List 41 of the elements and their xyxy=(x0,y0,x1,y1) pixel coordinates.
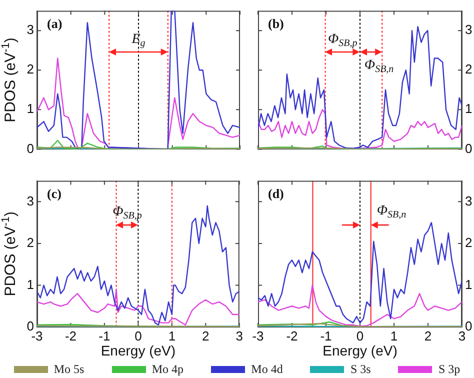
x-tick-label: 2 xyxy=(202,328,210,344)
annotation: (c) xyxy=(47,186,62,202)
x-tick-label: 1 xyxy=(168,328,176,344)
y-tick-label: 3 xyxy=(26,193,34,208)
x-tick-label: 0 xyxy=(356,328,364,344)
x-tick-label: -1 xyxy=(98,328,110,344)
y-tick-label: 2 xyxy=(465,235,472,250)
y-tick-label: 0 xyxy=(465,140,472,156)
y-tick-label: 1 xyxy=(26,101,34,116)
y-tick-label: 0 xyxy=(26,318,34,334)
y-tick-label: 2 xyxy=(26,235,34,250)
annotation: (d) xyxy=(268,186,284,202)
y-tick-label: 3 xyxy=(465,193,472,208)
y-tick-label: 1 xyxy=(465,276,472,292)
x-tick-label: 0 xyxy=(134,328,142,344)
legend-label: Mo 4d xyxy=(251,362,283,377)
x-tick-label: -2 xyxy=(64,328,77,344)
y-tick-label: 2 xyxy=(465,62,472,77)
y-tick-label: 3 xyxy=(465,22,472,38)
legend-label: S 3p xyxy=(438,362,460,377)
x-tick-label: -1 xyxy=(320,328,332,344)
legend-label: S 3s xyxy=(350,362,371,377)
x-tick-label: 1 xyxy=(390,328,398,344)
y-tick-label: 3 xyxy=(26,22,34,38)
y-tick-label: 1 xyxy=(26,276,34,292)
legend-label: Mo 4p xyxy=(152,362,184,377)
x-axis-title: Energy (eV) xyxy=(100,342,176,358)
x-tick-label: 2 xyxy=(424,328,432,344)
y-axis-title: PDOS (eV-1) xyxy=(0,38,20,122)
y-tick-label: 2 xyxy=(26,62,34,77)
x-tick-label: 3 xyxy=(236,328,243,344)
x-tick-label: -2 xyxy=(286,328,298,344)
legend-label: Mo 5s xyxy=(54,362,84,377)
annotation: (b) xyxy=(268,16,284,32)
annotation: (a) xyxy=(47,16,62,32)
y-tick-label: 0 xyxy=(26,140,34,156)
y-tick-label: 0 xyxy=(465,318,472,334)
x-axis-title: Energy (eV) xyxy=(322,342,398,358)
y-tick-label: 1 xyxy=(465,101,472,116)
y-axis-title: PDOS (eV-1) xyxy=(0,211,20,296)
x-tick-label: -3 xyxy=(252,328,264,344)
